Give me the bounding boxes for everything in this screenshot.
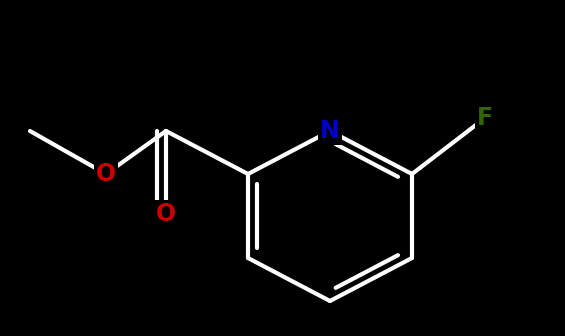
Text: N: N <box>320 119 340 143</box>
Text: O: O <box>156 202 176 226</box>
Text: O: O <box>96 162 116 186</box>
Text: F: F <box>477 106 493 130</box>
